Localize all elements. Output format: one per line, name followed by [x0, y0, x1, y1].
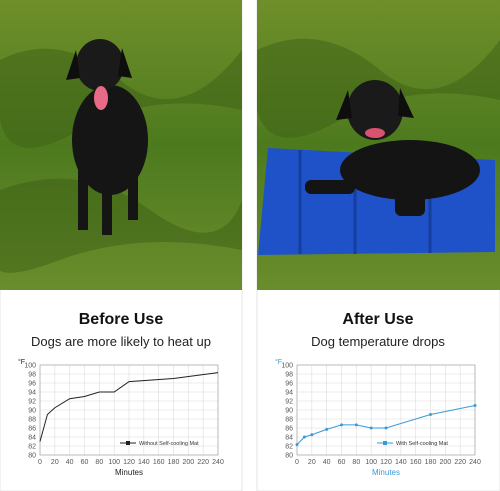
y-tick-label: 82 [285, 444, 293, 451]
x-tick-label: 220 [197, 459, 209, 466]
y-tick-label: 96 [285, 381, 293, 388]
x-tick-label: 0 [38, 459, 42, 466]
x-tick-label: 20 [51, 459, 59, 466]
chart: Before Use Dogs are more likely to heat u… [18, 311, 224, 477]
x-tick-label: 240 [212, 459, 224, 466]
subtitle: Dog temperature drops [311, 334, 445, 349]
y-tick-label: 84 [285, 435, 293, 442]
x-tick-label: 40 [66, 459, 74, 466]
x-tick-label: 40 [323, 459, 331, 466]
legend-label: With Self-cooling Mat [396, 441, 448, 447]
y-tick-label: 100 [24, 363, 36, 370]
y-tick-label: 86 [285, 426, 293, 433]
subtitle: Dogs are more likely to heat up [31, 334, 211, 349]
x-axis-label: Minutes [372, 468, 400, 477]
x-tick-label: 100 [108, 459, 120, 466]
point [295, 443, 299, 447]
point [325, 427, 329, 431]
point [473, 404, 477, 407]
series-line [39, 372, 219, 442]
x-tick-label: 180 [168, 459, 180, 466]
plot-frame [296, 364, 476, 456]
y-tick-label: 92 [285, 399, 293, 406]
photo-after [257, 0, 500, 290]
x-tick-label: 140 [138, 459, 150, 466]
y-tick-label: 92 [28, 399, 36, 406]
x-tick-label: 220 [454, 459, 466, 466]
point [429, 413, 432, 416]
title: After Use [342, 311, 413, 328]
x-tick-label: 140 [395, 459, 407, 466]
point [302, 435, 306, 439]
y-tick-label: 82 [28, 444, 36, 451]
y-tick-label: 94 [28, 390, 36, 397]
y-axis-label: °F [18, 358, 25, 366]
x-tick-label: 0 [295, 459, 299, 466]
legend-swatch [126, 441, 130, 445]
point [354, 423, 358, 427]
x-tick-label: 120 [380, 459, 392, 466]
y-tick-label: 98 [28, 372, 36, 379]
x-tick-label: 60 [338, 459, 346, 466]
title: Before Use [79, 311, 164, 328]
y-tick-label: 98 [285, 372, 293, 379]
y-tick-label: 80 [28, 453, 36, 460]
plot-frame [39, 364, 219, 456]
x-tick-label: 80 [95, 459, 103, 466]
y-tick-label: 80 [285, 453, 293, 460]
legend-swatch [383, 441, 387, 445]
x-tick-label: 120 [123, 459, 135, 466]
point [369, 426, 373, 430]
y-tick-label: 84 [28, 435, 36, 442]
x-tick-label: 160 [410, 459, 422, 466]
legend-label: Without Self-cooling Mat [139, 441, 199, 447]
y-tick-label: 90 [285, 408, 293, 415]
x-tick-label: 200 [182, 459, 194, 466]
x-tick-label: 80 [352, 459, 360, 466]
y-tick-label: 90 [28, 408, 36, 415]
x-tick-label: 100 [365, 459, 377, 466]
point [310, 433, 314, 437]
x-tick-label: 60 [81, 459, 89, 466]
y-tick-label: 86 [28, 426, 36, 433]
point [340, 423, 343, 427]
x-tick-label: 240 [469, 459, 481, 466]
series-line [296, 405, 476, 445]
point [384, 426, 388, 430]
x-tick-label: 160 [153, 459, 165, 466]
y-tick-label: 88 [28, 417, 36, 424]
y-tick-label: 94 [285, 390, 293, 397]
y-tick-label: 88 [285, 417, 293, 424]
photo-before [0, 0, 242, 290]
x-tick-label: 180 [425, 459, 437, 466]
chart: After Use Dog temperature drops °F Minutes 8… [275, 311, 481, 477]
y-axis-label: °F [275, 358, 282, 366]
y-tick-label: 100 [281, 363, 293, 370]
x-tick-label: 200 [439, 459, 451, 466]
x-axis-label: Minutes [115, 468, 143, 477]
y-tick-label: 96 [28, 381, 36, 388]
x-tick-label: 20 [308, 459, 316, 466]
